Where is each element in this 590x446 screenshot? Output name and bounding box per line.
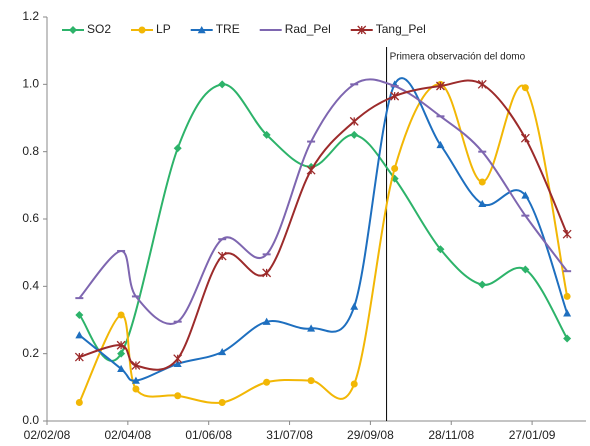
marker [75,398,83,406]
x-tick-label: 02/04/08 [104,428,151,442]
marker [174,392,182,400]
marker [521,191,530,199]
y-tick-label: 0.0 [22,413,39,427]
marker [521,84,529,92]
series-line [79,79,569,371]
marker [349,116,359,126]
marker [563,334,572,343]
series-line [78,83,568,362]
marker [173,354,183,364]
marker [436,245,445,254]
marker [520,133,530,143]
x-tick-label: 02/02/08 [24,428,71,442]
marker [131,360,141,370]
marker [307,377,315,385]
y-tick-label: 0.6 [22,211,39,225]
y-tick-label: 1.2 [22,9,39,23]
x-tick-label: 28/11/08 [428,428,474,442]
marker [563,292,571,300]
marker [131,376,140,384]
legend-label: LP [156,22,171,36]
x-tick-label: 01/06/08 [185,428,232,442]
marker [117,311,125,319]
marker [74,352,84,362]
marker [390,91,400,101]
marker [263,378,271,386]
marker [197,26,206,34]
marker [173,144,182,153]
marker [478,280,487,289]
series-line [78,78,568,325]
y-tick-label: 0.2 [22,346,39,360]
y-tick-label: 1.0 [22,77,39,91]
legend-label: Tang_Pel [376,22,426,36]
marker [116,340,126,350]
marker [436,140,445,149]
marker [75,331,84,339]
y-tick-label: 0.4 [22,279,39,293]
legend-label: Rad_Pel [285,22,331,36]
marker [132,385,140,393]
marker [562,229,572,239]
x-tick-label: 29/09/08 [347,428,394,442]
marker [436,81,445,91]
marker [218,398,226,406]
marker [307,324,316,332]
marker [75,310,84,319]
marker [217,251,227,261]
marker [391,165,399,172]
marker [478,178,486,186]
annotation-label: Primera observación del domo [390,52,526,63]
marker [477,79,487,89]
marker [350,130,359,139]
marker [262,317,271,325]
legend-label: SO2 [87,22,111,36]
marker [306,165,316,175]
marker [357,25,367,35]
x-tick-label: 31/07/08 [266,428,313,442]
marker [350,302,359,310]
marker [173,359,182,367]
marker [218,347,227,356]
series-line [78,77,569,382]
marker [117,349,126,358]
legend-label: TRE [216,22,240,36]
marker [262,268,272,278]
x-tick-label: 27/01/09 [509,428,556,442]
marker [117,364,126,373]
marker [262,130,271,139]
marker [138,26,146,34]
marker [478,199,487,208]
marker [350,380,358,388]
y-tick-label: 0.8 [22,144,39,158]
marker [69,26,77,34]
marker [563,309,572,317]
marker [218,80,227,89]
marker [521,265,530,274]
